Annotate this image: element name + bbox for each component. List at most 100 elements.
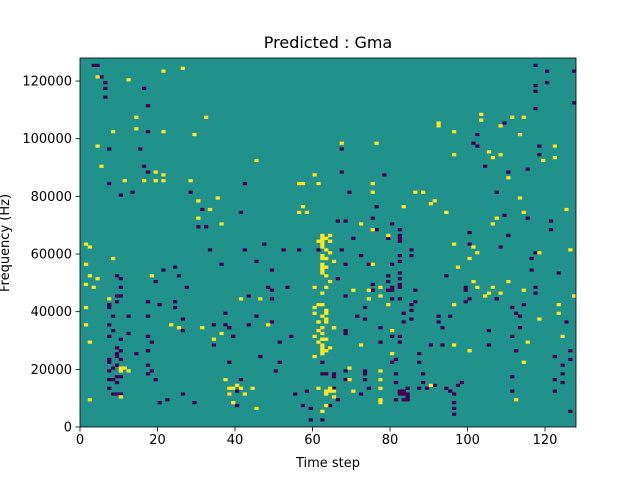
heatmap-cell-low bbox=[397, 236, 402, 240]
heatmap-cell-low bbox=[467, 242, 472, 246]
heatmap-cell-low bbox=[409, 254, 414, 258]
heatmap-cell-high bbox=[312, 354, 317, 359]
heatmap-cell-low bbox=[397, 389, 402, 393]
heatmap-cell-high bbox=[479, 112, 484, 116]
heatmap-cell-low bbox=[351, 236, 356, 240]
heatmap-cell-low bbox=[424, 386, 430, 390]
heatmap-cell-high bbox=[95, 75, 100, 79]
heatmap-cell-low bbox=[452, 392, 457, 396]
heatmap-cell-low bbox=[331, 386, 337, 390]
heatmap-cell-low bbox=[173, 300, 178, 304]
heatmap-cell-low bbox=[149, 340, 154, 344]
heatmap-cell-low bbox=[552, 389, 557, 393]
heatmap-cell-low bbox=[316, 248, 321, 252]
heatmap-cell-high bbox=[169, 323, 174, 327]
heatmap-cell-low bbox=[277, 360, 282, 364]
heatmap-cell-low bbox=[560, 380, 565, 385]
heatmap-cell-low bbox=[401, 389, 406, 393]
heatmap-cell-low bbox=[308, 418, 313, 422]
heatmap-cell-low bbox=[111, 377, 116, 382]
heatmap-cell-high bbox=[118, 395, 123, 399]
heatmap-cell-high bbox=[537, 251, 542, 255]
heatmap-cell-low bbox=[107, 303, 112, 307]
heatmap-cell-high bbox=[161, 173, 166, 177]
heatmap-cell-high bbox=[316, 320, 321, 324]
heatmap-cell-high bbox=[359, 343, 364, 347]
heatmap-cell-low bbox=[235, 403, 240, 408]
heatmap-cell-low bbox=[405, 386, 410, 390]
heatmap-cell-low bbox=[173, 265, 178, 269]
heatmap-cell-low bbox=[405, 392, 410, 396]
heatmap-cell-high bbox=[196, 216, 201, 220]
heatmap-cell-low bbox=[548, 228, 554, 232]
heatmap-cell-high bbox=[490, 222, 495, 226]
y-tick-label: 20000 bbox=[31, 363, 72, 378]
heatmap-cell-high bbox=[238, 297, 244, 301]
heatmap-cell-high bbox=[521, 115, 526, 119]
heatmap-cell-low bbox=[448, 389, 453, 393]
heatmap-cell-high bbox=[324, 265, 329, 269]
heatmap-cell-low bbox=[366, 262, 371, 266]
heatmap-cell-low bbox=[417, 352, 422, 356]
heatmap-cell-high bbox=[316, 340, 321, 344]
heatmap-cell-low bbox=[114, 363, 120, 367]
heatmap-cell-high bbox=[436, 124, 441, 128]
heatmap-cell-high bbox=[87, 274, 92, 278]
x-tick-label: 80 bbox=[382, 433, 399, 448]
heatmap-cell-high bbox=[83, 262, 89, 266]
heatmap-cell-low bbox=[107, 386, 112, 390]
heatmap-cell-high bbox=[475, 285, 480, 289]
heatmap-cell-low bbox=[343, 377, 348, 382]
heatmap-cell-low bbox=[444, 274, 449, 278]
heatmap-cell-high bbox=[494, 216, 499, 220]
heatmap-cell-low bbox=[467, 297, 472, 301]
heatmap-cell-high bbox=[556, 311, 561, 315]
heatmap-cell-low bbox=[405, 398, 410, 402]
heatmap-cell-high bbox=[126, 369, 131, 373]
heatmap-cell-low bbox=[525, 216, 530, 220]
heatmap-cell-low bbox=[397, 297, 402, 301]
heatmap-cell-low-group bbox=[91, 63, 577, 422]
heatmap-cell-low bbox=[335, 398, 340, 402]
heatmap-cell-high bbox=[320, 337, 325, 341]
heatmap-cell-high bbox=[514, 398, 519, 402]
heatmap-cell-low bbox=[417, 386, 422, 390]
heatmap-cell-high bbox=[490, 156, 495, 160]
heatmap-cell-low bbox=[397, 254, 402, 258]
heatmap-cell-high bbox=[107, 297, 112, 301]
chart-title: Predicted : Gma bbox=[264, 33, 392, 52]
heatmap-cell-low bbox=[204, 225, 209, 229]
heatmap-cell-low bbox=[432, 383, 437, 387]
plot-frame bbox=[79, 57, 577, 428]
heatmap-cell-high bbox=[266, 323, 271, 327]
heatmap-cell-high bbox=[207, 207, 213, 212]
heatmap-cell-low bbox=[289, 334, 294, 338]
heatmap-cell-low bbox=[118, 357, 123, 362]
heatmap-cell-low bbox=[533, 251, 538, 255]
heatmap-cell-high bbox=[347, 377, 352, 382]
heatmap-cell-high bbox=[153, 179, 158, 183]
heatmap-cell-low bbox=[111, 314, 116, 318]
heatmap-cell-low bbox=[343, 219, 348, 223]
heatmap-cell-low bbox=[242, 181, 247, 186]
heatmap-cell-low bbox=[269, 268, 275, 272]
heatmap-cell-high bbox=[250, 386, 255, 390]
heatmap-cell-low bbox=[114, 346, 120, 350]
heatmap-cell-low bbox=[285, 285, 290, 289]
heatmap-cell-low bbox=[397, 340, 402, 344]
heatmap-cell-high bbox=[231, 401, 236, 405]
heatmap-cell-high bbox=[312, 305, 317, 310]
heatmap-cell-high bbox=[386, 303, 391, 307]
heatmap-cell-low bbox=[126, 331, 131, 336]
heatmap-cell-high bbox=[328, 346, 333, 350]
heatmap-cell-high bbox=[200, 326, 205, 330]
heatmap-cell-low bbox=[184, 285, 189, 289]
heatmap-cell-low bbox=[514, 349, 519, 353]
heatmap-cell-high bbox=[324, 403, 329, 408]
heatmap-cell-high bbox=[188, 179, 193, 183]
heatmap-cell-low bbox=[142, 164, 147, 168]
heatmap-cell-low bbox=[533, 63, 538, 67]
heatmap-cell-low bbox=[118, 285, 123, 289]
heatmap-cell-high bbox=[320, 352, 325, 356]
